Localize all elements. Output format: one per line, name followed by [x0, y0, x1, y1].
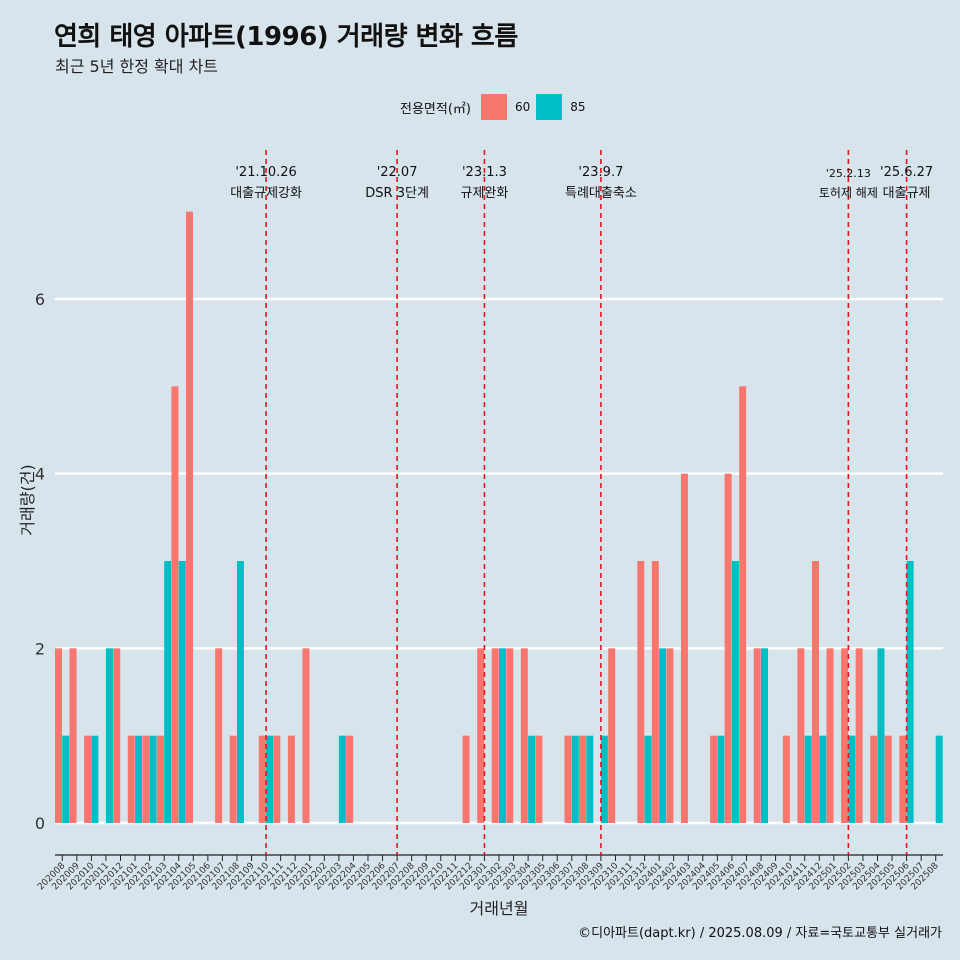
- bar-60: [186, 211, 193, 823]
- bar-60: [899, 735, 907, 823]
- bar-60: [477, 648, 485, 823]
- bar-60: [797, 648, 805, 823]
- bar-85: [877, 648, 885, 823]
- bar-60: [724, 473, 732, 823]
- bar-60: [346, 735, 354, 823]
- legend-label-60: 60: [514, 100, 531, 114]
- bar-85: [105, 648, 113, 823]
- bar-60: [156, 735, 164, 823]
- event-label: 특례대출축소: [565, 186, 637, 201]
- event-label: 토허제 해제: [819, 186, 878, 200]
- bar-60: [637, 561, 645, 823]
- bar-85: [571, 735, 579, 823]
- event-date: '23.1.3: [462, 165, 507, 180]
- bar-85: [804, 735, 812, 823]
- bar-60: [69, 648, 77, 823]
- bar-60: [287, 735, 295, 823]
- bar-60: [811, 561, 819, 823]
- bar-60: [841, 648, 849, 823]
- bar-85: [935, 735, 943, 823]
- bar-85: [761, 648, 769, 823]
- bar-85: [266, 735, 274, 823]
- event-date: '23.9.7: [578, 165, 623, 180]
- bar-60: [520, 648, 528, 823]
- bar-60: [142, 735, 150, 823]
- bar-60: [651, 561, 659, 823]
- bar-85: [236, 561, 244, 823]
- x-axis-title: 거래년월: [470, 899, 529, 918]
- bar-85: [149, 735, 157, 823]
- bar-60: [273, 735, 281, 823]
- bar-85: [62, 735, 70, 823]
- bar-85: [164, 561, 172, 823]
- bar-85: [906, 561, 914, 823]
- event-date: '21.10.26: [235, 165, 296, 180]
- bar-85: [717, 735, 725, 823]
- bar-85: [659, 648, 667, 823]
- bar-60: [753, 648, 761, 823]
- y-axis-title: 거래량(건): [18, 464, 37, 535]
- bar-85: [600, 735, 608, 823]
- bar-60: [535, 735, 543, 823]
- y-tick-label: 6: [35, 290, 45, 309]
- bar-60: [506, 648, 514, 823]
- bar-85: [644, 735, 652, 823]
- bar-60: [564, 735, 572, 823]
- event-label: DSR 3단계: [365, 186, 429, 201]
- bar-60: [215, 648, 223, 823]
- bar-60: [55, 648, 62, 823]
- event-label: 규제완화: [461, 186, 509, 201]
- bar-60: [84, 735, 92, 823]
- source-caption: ©디아파트(dapt.kr) / 2025.08.09 / 자료=국토교통부 실…: [578, 926, 942, 941]
- legend-title: 전용면적(㎡): [400, 101, 471, 117]
- bar-60: [579, 735, 587, 823]
- bar-60: [127, 735, 135, 823]
- chart-subtitle: 최근 5년 한정 확대 차트: [55, 57, 219, 76]
- legend-label-85: 85: [570, 100, 586, 114]
- bar-60: [710, 735, 718, 823]
- bar-60: [171, 386, 179, 823]
- bar-60: [491, 648, 499, 823]
- event-date: '25.6.27: [880, 165, 933, 180]
- event-date: '25.2.13: [826, 167, 871, 180]
- bar-85: [178, 561, 186, 823]
- bar-60: [884, 735, 892, 823]
- bar-85: [586, 735, 594, 823]
- legend-swatch-60: [480, 94, 507, 120]
- bar-60: [229, 735, 237, 823]
- bar-60: [680, 473, 688, 823]
- event-label: 대출규제: [883, 186, 931, 201]
- bar-60: [302, 648, 310, 823]
- event-date: '22.07: [377, 165, 418, 180]
- chart-title: 연희 태영 아파트(1996) 거래량 변화 흐름: [54, 22, 518, 52]
- bar-60: [855, 648, 863, 823]
- bar-85: [135, 735, 143, 823]
- bar-60: [608, 648, 616, 823]
- bar-85: [91, 735, 99, 823]
- bar-60: [258, 735, 266, 823]
- bar-85: [528, 735, 536, 823]
- bar-85: [848, 735, 856, 823]
- bar-60: [462, 735, 470, 823]
- y-tick-label: 0: [35, 814, 45, 833]
- legend-swatch-85: [536, 94, 563, 120]
- bar-60: [782, 735, 790, 823]
- bar-60: [666, 648, 674, 823]
- bar-60: [870, 735, 878, 823]
- event-label: 대출규제강화: [230, 186, 302, 201]
- bar-60: [739, 386, 747, 823]
- bar-85: [499, 648, 506, 823]
- bar-60: [826, 648, 834, 823]
- legend: 전용면적(㎡) 60 85: [400, 92, 592, 122]
- bar-85: [731, 561, 739, 823]
- bar-60: [113, 648, 121, 823]
- bar-85: [338, 735, 346, 823]
- y-tick-label: 4: [35, 465, 45, 484]
- y-tick-label: 2: [35, 639, 45, 658]
- bar-85: [819, 735, 827, 823]
